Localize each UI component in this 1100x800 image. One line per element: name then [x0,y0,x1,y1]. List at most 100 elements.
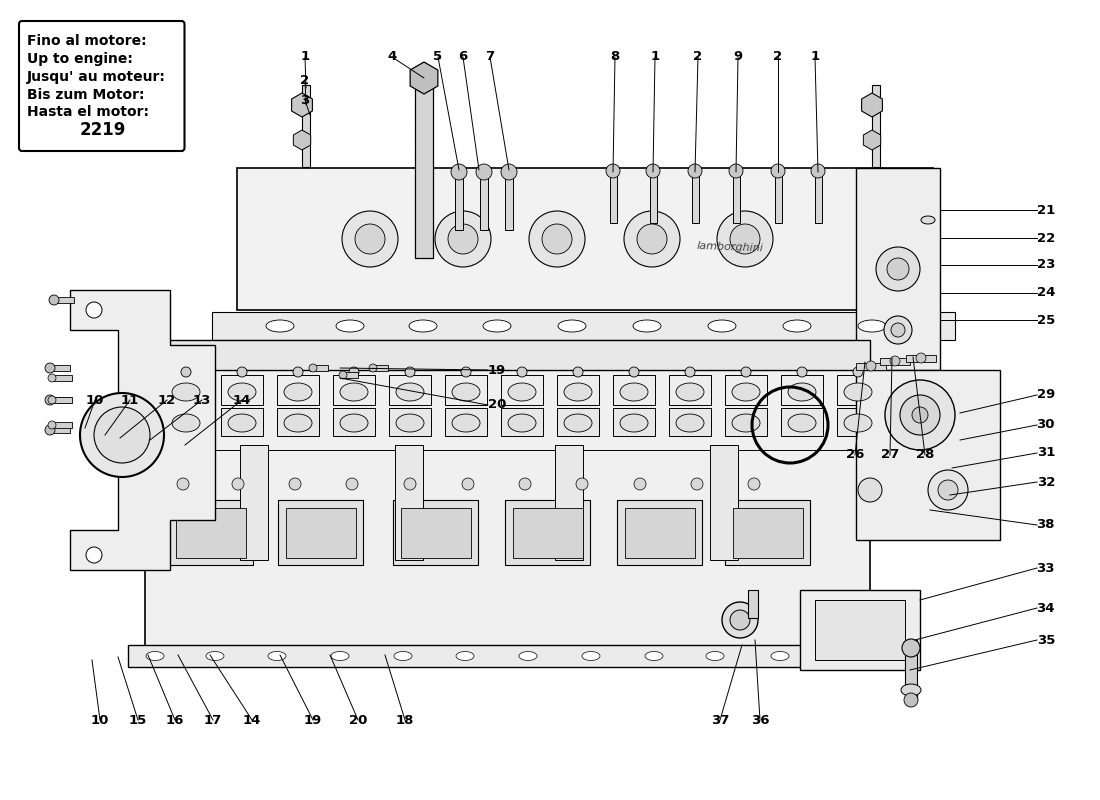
Ellipse shape [558,320,586,332]
Text: 27: 27 [881,449,899,462]
Bar [800,590,920,670]
Text: 12: 12 [158,394,176,406]
Text: 10: 10 [86,394,104,406]
Circle shape [339,371,346,379]
Text: 1: 1 [300,50,309,63]
Ellipse shape [228,414,256,432]
FancyBboxPatch shape [19,21,185,151]
Ellipse shape [844,383,872,401]
Circle shape [476,164,492,180]
Bar [733,508,803,558]
Bar [50,422,72,428]
Bar [415,70,433,258]
Circle shape [451,164,468,180]
Circle shape [890,356,900,366]
Circle shape [887,258,909,280]
Circle shape [182,367,191,377]
Circle shape [45,425,55,435]
Bar [880,358,910,365]
Text: 35: 35 [1036,634,1055,646]
Ellipse shape [409,320,437,332]
Polygon shape [861,93,882,117]
Ellipse shape [858,320,886,332]
Ellipse shape [452,414,480,432]
Bar [725,375,767,405]
Bar [286,508,356,558]
Bar [500,408,543,436]
Text: 2: 2 [693,50,703,63]
Bar [710,445,738,560]
Circle shape [349,367,359,377]
Ellipse shape [284,383,312,401]
Bar [725,408,767,436]
Text: 19: 19 [304,714,322,726]
Text: 14: 14 [243,714,261,726]
Circle shape [858,478,882,502]
Polygon shape [236,168,933,310]
Ellipse shape [645,651,663,661]
Bar [500,375,543,405]
Circle shape [86,302,102,318]
Circle shape [48,374,56,382]
Bar [669,408,711,436]
Ellipse shape [331,651,349,661]
Text: 32: 32 [1036,475,1055,489]
Circle shape [236,367,248,377]
Circle shape [717,211,773,267]
Ellipse shape [266,320,294,332]
Ellipse shape [452,383,480,401]
Bar [302,85,310,167]
Text: 2: 2 [300,74,309,86]
Text: 19: 19 [488,363,506,377]
Circle shape [309,364,317,372]
Polygon shape [70,290,214,570]
Text: 34: 34 [1036,602,1055,614]
Polygon shape [294,130,310,150]
Circle shape [576,478,588,490]
Text: 31: 31 [1036,446,1055,459]
Bar [48,365,70,371]
Bar [625,508,695,558]
Circle shape [912,407,928,423]
Bar [505,500,590,565]
Bar [50,375,72,381]
Text: 26: 26 [846,449,865,462]
Circle shape [86,547,102,563]
Bar [176,508,246,558]
Circle shape [94,407,150,463]
Circle shape [517,367,527,377]
Bar [815,168,822,223]
Bar [145,370,870,660]
Ellipse shape [206,651,224,661]
Ellipse shape [394,651,412,661]
Text: Jusqu' au moteur:: Jusqu' au moteur: [28,70,166,84]
Bar [781,375,823,405]
Text: 7: 7 [485,50,495,63]
Bar [52,297,74,303]
Ellipse shape [788,383,816,401]
Bar [776,168,782,223]
Bar [733,168,740,223]
Text: 17: 17 [204,714,222,726]
Ellipse shape [396,414,424,432]
Text: 18: 18 [396,714,415,726]
Bar [513,508,583,558]
Text: 5: 5 [433,50,442,63]
Bar [650,168,657,223]
Bar [906,355,936,362]
Bar [48,427,70,433]
Ellipse shape [620,414,648,432]
Bar [613,408,654,436]
Bar [905,640,917,700]
Bar [165,375,207,405]
Ellipse shape [340,414,368,432]
Circle shape [634,478,646,490]
Bar [613,375,654,405]
Circle shape [730,610,750,630]
Ellipse shape [771,651,789,661]
Text: 14: 14 [233,394,251,406]
Circle shape [624,211,680,267]
Text: 1: 1 [811,50,819,63]
Ellipse shape [732,383,760,401]
Circle shape [904,693,918,707]
